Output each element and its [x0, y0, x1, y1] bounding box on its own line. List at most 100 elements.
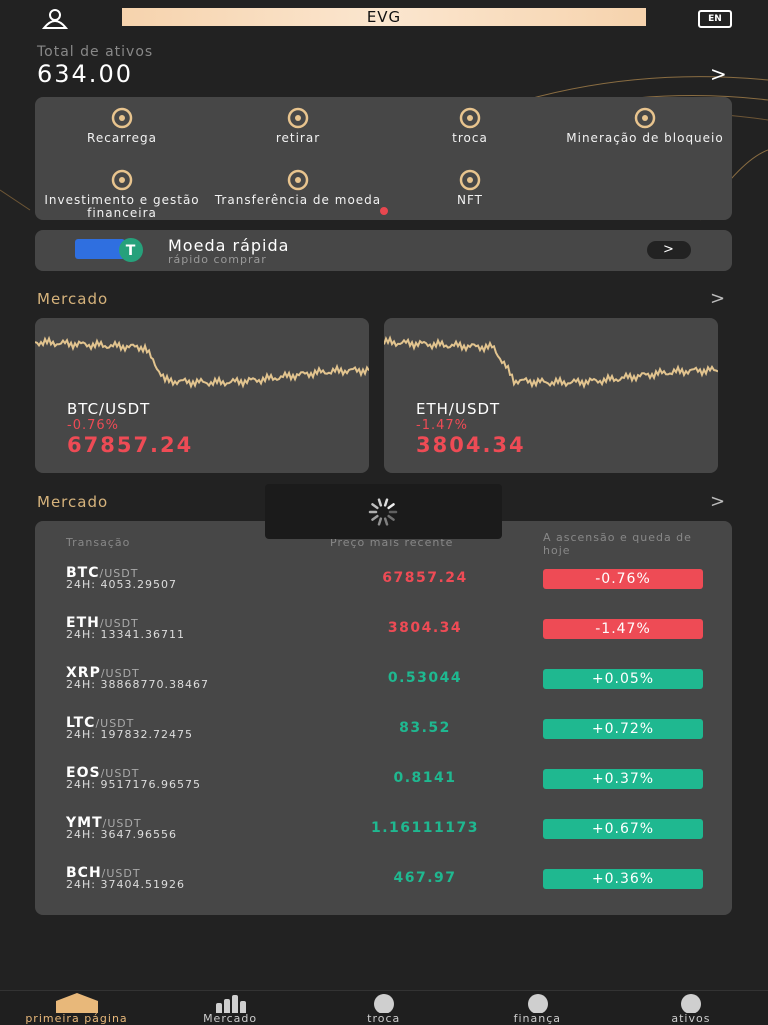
card-price: 3804.34	[416, 433, 526, 457]
market-card[interactable]: ETH/USDT -1.47% 3804.34	[384, 318, 718, 473]
row-volume: 24H: 9517176.96575	[66, 778, 201, 791]
quote: /USDT	[95, 717, 135, 730]
action-button[interactable]: Recarrega	[37, 97, 207, 157]
row-symbol[interactable]: ETH/USDT	[66, 615, 139, 631]
symbol: ETH	[66, 615, 100, 631]
row-volume: 24H: 3647.96556	[66, 828, 177, 841]
symbol: BCH	[66, 865, 102, 881]
action-button[interactable]: Investimento e gestão financeira	[37, 160, 207, 220]
row-symbol[interactable]: YMT/USDT	[66, 815, 142, 831]
quick-buy-subtitle: rápido comprar	[168, 253, 267, 266]
action-button[interactable]: Transferência de moeda	[213, 160, 383, 218]
bottom-nav: primeira página Mercado troca finança ativos	[0, 990, 768, 1025]
sparkline	[35, 335, 369, 389]
nav-label: ativos	[671, 1012, 711, 1025]
row-price: 67857.24	[382, 570, 468, 586]
row-change[interactable]: +0.05%	[543, 669, 703, 689]
market-more-arrow[interactable]: >	[710, 288, 727, 309]
row-price: 467.97	[393, 870, 457, 886]
card-price: 67857.24	[67, 433, 194, 457]
row-volume: 24H: 197832.72475	[66, 728, 193, 741]
quick-buy-bar[interactable]: T Moeda rápida rápido comprar >	[35, 230, 732, 271]
quote: /USDT	[100, 767, 140, 780]
action-icon	[111, 107, 133, 129]
symbol: LTC	[66, 715, 96, 731]
quote: /USDT	[99, 567, 139, 580]
assets-total: 634.00	[37, 60, 133, 88]
nav-label: Mercado	[203, 1012, 258, 1025]
action-label: Transferência de moeda	[214, 193, 382, 207]
quote: /USDT	[99, 617, 139, 630]
row-change[interactable]: +0.36%	[543, 869, 703, 889]
sparkline	[384, 335, 718, 390]
row-price: 1.16111173	[371, 820, 479, 836]
nav-label: primeira página	[25, 1012, 128, 1025]
assets-label: Total de ativos	[37, 44, 154, 60]
card-pair: BTC/USDT	[67, 400, 151, 418]
action-icon	[287, 169, 309, 191]
row-volume: 24H: 4053.29507	[66, 578, 177, 591]
quote: /USDT	[102, 817, 142, 830]
row-price: 83.52	[399, 720, 451, 736]
quote: /USDT	[100, 667, 140, 680]
profile-icon[interactable]	[38, 8, 72, 30]
loading-spinner	[368, 498, 398, 526]
quick-buy-icon: T	[75, 238, 143, 262]
quick-buy-arrow[interactable]: >	[647, 241, 691, 259]
nav-item[interactable]: primeira página	[0, 991, 153, 1025]
action-icon	[634, 107, 656, 129]
column-header: A ascensão e queda de hoje	[543, 531, 692, 557]
row-price: 0.8141	[393, 770, 457, 786]
action-button[interactable]: Mineração de bloqueio	[560, 97, 730, 157]
nav-item[interactable]: ativos	[614, 991, 767, 1025]
action-icon	[459, 107, 481, 129]
nav-icon	[56, 993, 98, 1013]
quote: /USDT	[101, 867, 141, 880]
loading-toast	[265, 484, 502, 539]
row-symbol[interactable]: EOS/USDT	[66, 765, 140, 781]
action-label: Recarrega	[87, 131, 157, 145]
assets-arrow[interactable]: >	[710, 62, 728, 86]
nav-label: finança	[513, 1012, 561, 1025]
symbol: YMT	[66, 815, 103, 831]
action-icon	[111, 169, 133, 191]
nav-icon	[215, 995, 246, 1013]
action-button[interactable]: retirar	[213, 97, 383, 157]
action-label: Mineração de bloqueio	[566, 131, 724, 145]
card-change: -1.47%	[416, 418, 468, 433]
symbol: XRP	[66, 665, 101, 681]
card-pair: ETH/USDT	[416, 400, 501, 418]
row-change[interactable]: +0.67%	[543, 819, 703, 839]
nav-item[interactable]: finança	[461, 991, 614, 1025]
row-volume: 24H: 13341.36711	[66, 628, 185, 641]
nav-item[interactable]: troca	[307, 991, 460, 1025]
header-title: EVG	[122, 8, 646, 26]
notification-dot	[380, 207, 388, 215]
row-symbol[interactable]: BCH/USDT	[66, 865, 141, 881]
action-label: Investimento e gestão financeira	[44, 193, 200, 220]
row-symbol[interactable]: BTC/USDT	[66, 565, 138, 581]
market-card[interactable]: BTC/USDT -0.76% 67857.24	[35, 318, 369, 473]
action-button[interactable]: troca	[385, 97, 555, 157]
svg-text:T: T	[126, 243, 137, 259]
symbol: BTC	[66, 565, 100, 581]
row-change[interactable]: -0.76%	[543, 569, 703, 589]
row-change[interactable]: -1.47%	[543, 619, 703, 639]
symbol: EOS	[66, 765, 101, 781]
nav-icon	[681, 994, 702, 1013]
row-change[interactable]: +0.72%	[543, 719, 703, 739]
row-symbol[interactable]: XRP/USDT	[66, 665, 140, 681]
language-button[interactable]: EN	[698, 10, 732, 28]
action-button[interactable]: NFT	[385, 160, 555, 218]
nav-item[interactable]: Mercado	[154, 991, 307, 1025]
row-symbol[interactable]: LTC/USDT	[66, 715, 134, 731]
column-header: Transação	[66, 536, 131, 549]
market-table-arrow[interactable]: >	[710, 491, 727, 512]
row-change[interactable]: +0.37%	[543, 769, 703, 789]
action-icon	[287, 107, 309, 129]
action-label: troca	[452, 131, 488, 145]
market-section-title: Mercado	[37, 290, 109, 308]
row-volume: 24H: 37404.51926	[66, 878, 185, 891]
action-label: NFT	[457, 193, 483, 207]
row-price: 3804.34	[387, 620, 463, 636]
